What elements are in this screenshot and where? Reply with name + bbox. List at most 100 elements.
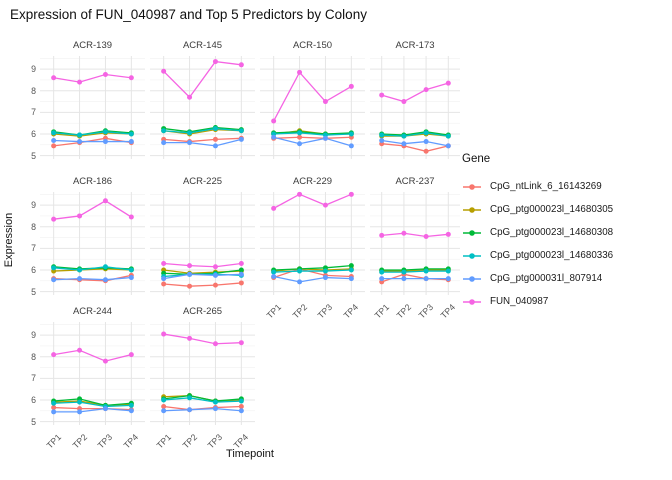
- x-tick-label: TP1: [372, 302, 391, 321]
- series-line: [163, 127, 242, 134]
- data-point: [102, 198, 108, 204]
- y-tick-label: 9: [31, 330, 36, 341]
- series-line: [381, 132, 449, 137]
- series-line: [163, 273, 242, 280]
- legend-marker-icon: [463, 298, 481, 305]
- series-line: [163, 397, 242, 403]
- facet-panel: [150, 322, 255, 425]
- legend-marker-icon: [463, 183, 481, 190]
- legend-item-label: FUN_040987: [490, 296, 549, 307]
- facet-panel: [40, 192, 145, 295]
- data-point: [238, 271, 244, 277]
- data-point: [51, 265, 57, 271]
- legend-item: CpG_ptg000023l_14680336: [462, 244, 613, 267]
- x-tick-label: TP3: [96, 432, 115, 451]
- data-point: [212, 272, 218, 278]
- data-point: [212, 341, 218, 347]
- facet-title: ACR-150: [292, 40, 333, 51]
- data-point: [102, 264, 108, 270]
- data-point: [238, 62, 244, 68]
- series-line: [163, 137, 242, 143]
- x-tick-label: TP2: [290, 302, 309, 321]
- series-line: [273, 131, 352, 135]
- data-point: [212, 282, 218, 288]
- series-line: [273, 71, 352, 122]
- data-point: [187, 283, 193, 289]
- series-line: [53, 137, 132, 147]
- series-line: [163, 138, 242, 147]
- facet-title: ACR-237: [395, 176, 435, 187]
- y-tick-label: 7: [31, 107, 36, 118]
- data-point: [77, 267, 83, 273]
- series-line: [381, 139, 449, 147]
- data-point: [238, 136, 244, 142]
- data-point: [238, 260, 244, 266]
- x-tick-label: TP2: [70, 432, 89, 451]
- legend-item: CpG_ntLink_6_16143269: [462, 175, 613, 198]
- y-tick-label: 6: [31, 264, 36, 275]
- data-point: [77, 399, 83, 405]
- data-point: [51, 216, 57, 222]
- legend-item-label: CpG_ptg000023l_14680305: [490, 204, 614, 215]
- y-tick-label: 5: [31, 416, 36, 427]
- data-point: [379, 132, 385, 138]
- data-point: [271, 205, 277, 211]
- data-point: [322, 202, 328, 208]
- y-tick-label: 7: [31, 243, 36, 254]
- series-line: [53, 268, 132, 272]
- data-point: [379, 232, 385, 238]
- data-point: [51, 405, 57, 411]
- y-tick-label: 8: [31, 221, 36, 232]
- data-point: [238, 280, 244, 286]
- legend-marker-icon: [463, 206, 481, 213]
- series-line: [53, 266, 132, 271]
- series-line: [53, 139, 132, 143]
- data-point: [401, 276, 407, 282]
- data-point: [348, 131, 354, 137]
- legend: Gene CpG_ntLink_6_16143269 CpG_ptg000023l…: [462, 153, 613, 313]
- series-line: [163, 282, 242, 287]
- data-point: [297, 279, 303, 285]
- data-point: [187, 271, 193, 277]
- data-point: [77, 213, 83, 219]
- series-line: [163, 126, 242, 133]
- series-line: [381, 268, 449, 271]
- data-point: [271, 134, 277, 140]
- data-point: [161, 403, 167, 409]
- data-point: [77, 132, 83, 138]
- y-tick-label: 8: [31, 85, 36, 96]
- data-point: [161, 140, 167, 146]
- series-line: [53, 200, 132, 220]
- data-point: [187, 140, 193, 146]
- legend-marker-icon: [463, 275, 481, 282]
- x-tick-label: TP1: [264, 302, 283, 321]
- y-tick-label: 6: [31, 394, 36, 405]
- data-point: [187, 94, 193, 100]
- series-line: [163, 60, 242, 99]
- data-point: [348, 263, 354, 269]
- facet-title: ACR-229: [292, 176, 333, 187]
- data-point: [161, 397, 167, 403]
- data-point: [423, 268, 429, 274]
- data-point: [322, 268, 328, 274]
- legend-item-label: CpG_ptg000023l_14680308: [490, 227, 614, 238]
- data-point: [238, 408, 244, 414]
- data-point: [51, 277, 57, 283]
- data-point: [77, 276, 83, 282]
- data-point: [161, 281, 167, 287]
- data-point: [348, 267, 354, 273]
- data-point: [128, 75, 134, 81]
- series-line: [53, 349, 132, 362]
- legend-items: CpG_ntLink_6_16143269 CpG_ptg000023l_1468…: [462, 175, 613, 313]
- data-point: [423, 233, 429, 239]
- legend-item-label: CpG_ptg000023l_14680336: [490, 250, 614, 261]
- data-point: [238, 398, 244, 404]
- data-point: [348, 276, 354, 282]
- data-point: [102, 129, 108, 135]
- facet-title: ACR-244: [72, 306, 113, 317]
- series-line: [163, 394, 242, 402]
- data-point: [445, 80, 451, 86]
- data-point: [77, 79, 83, 85]
- data-point: [445, 143, 451, 149]
